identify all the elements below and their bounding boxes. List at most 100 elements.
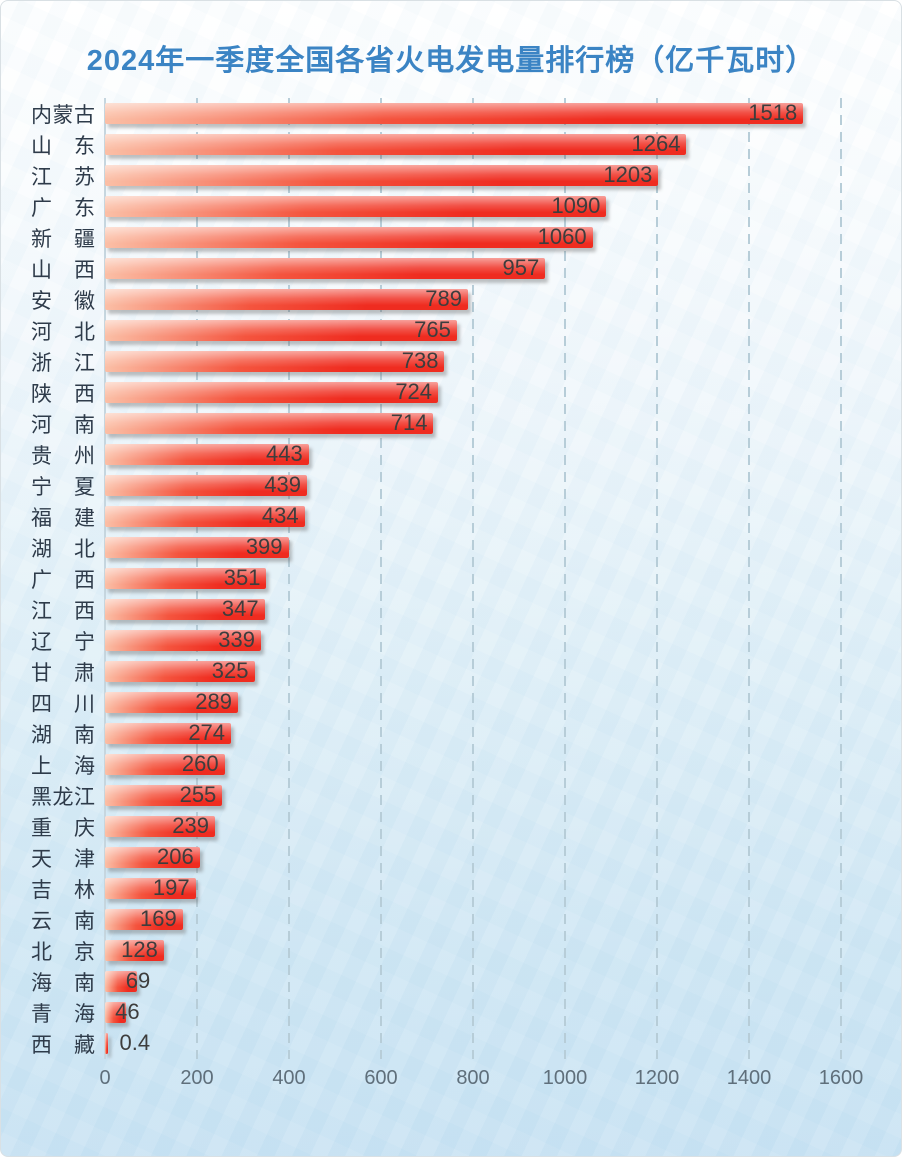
category-label: 湖北 xyxy=(31,537,95,561)
bar xyxy=(105,165,659,186)
gridline xyxy=(380,98,382,1059)
bar-row: 河北 765 xyxy=(1,315,901,346)
bar xyxy=(105,878,196,899)
value-label: 434 xyxy=(261,503,299,529)
value-label: 1518 xyxy=(748,100,798,126)
category-label: 江苏 xyxy=(31,165,95,189)
category-label: 黑龙江 xyxy=(31,785,95,809)
value-label: 46 xyxy=(115,999,140,1025)
value-label: 351 xyxy=(223,565,261,591)
value-label: 197 xyxy=(152,875,190,901)
value-label: 1264 xyxy=(631,131,681,157)
bar xyxy=(105,196,607,217)
bar-track: 274 xyxy=(105,720,901,745)
category-label: 上海 xyxy=(31,754,95,778)
gridline xyxy=(748,98,750,1059)
category-label: 内蒙古 xyxy=(31,103,95,127)
bar xyxy=(105,382,439,403)
bar-row: 青海 46 xyxy=(1,997,901,1028)
category-label: 贵州 xyxy=(31,444,95,468)
x-tick-label: 200 xyxy=(180,1067,214,1089)
value-label: 724 xyxy=(395,379,433,405)
bar-row: 广东 1090 xyxy=(1,191,901,222)
bar-track: 339 xyxy=(105,627,901,653)
category-label: 甘肃 xyxy=(31,661,95,685)
bar-track: 1264 xyxy=(105,131,901,157)
x-tick-label: 800 xyxy=(456,1067,490,1089)
bar xyxy=(105,1033,108,1054)
value-label: 765 xyxy=(414,317,451,343)
chart-rows: 内蒙古 1518 山东 1264 江苏 1203 广东 1090 新疆 1060 山西 957 安徽 78… xyxy=(1,98,901,1059)
bar xyxy=(105,475,307,496)
category-label: 河南 xyxy=(31,413,95,437)
bar-track: 260 xyxy=(105,751,901,776)
bar xyxy=(105,630,261,651)
category-label: 山东 xyxy=(31,134,95,158)
chart-title: 2024年一季度全国各省火电发电量排行榜（亿千瓦时） xyxy=(86,45,816,77)
value-label: 738 xyxy=(401,348,439,374)
bar xyxy=(105,785,223,806)
bar xyxy=(105,289,468,310)
bar-track: 1090 xyxy=(105,193,901,218)
value-label: 255 xyxy=(179,782,217,808)
value-label: 289 xyxy=(195,689,232,715)
bar-row: 安徽 789 xyxy=(1,284,901,315)
bar-row: 西藏 0.4 xyxy=(1,1028,901,1059)
bar-track: 325 xyxy=(105,658,901,684)
bar-track: 128 xyxy=(105,937,901,963)
bar-track: 443 xyxy=(105,441,901,466)
bar-track: 197 xyxy=(105,875,901,901)
value-label: 339 xyxy=(218,627,255,653)
bar-row: 河南 714 xyxy=(1,408,901,439)
bar-chart: 内蒙古 1518 山东 1264 江苏 1203 广东 1090 新疆 1060 山西 957 安徽 78… xyxy=(1,98,901,1059)
value-label: 0.4 xyxy=(119,1030,151,1056)
bar-row: 甘肃 325 xyxy=(1,656,901,687)
category-label: 北京 xyxy=(31,940,95,964)
value-label: 239 xyxy=(172,813,209,839)
category-label: 四川 xyxy=(31,692,95,716)
bar xyxy=(105,723,232,744)
gridline xyxy=(656,98,658,1059)
value-label: 325 xyxy=(211,658,249,684)
value-label: 439 xyxy=(264,472,301,498)
value-label: 957 xyxy=(502,255,540,281)
bar-row: 山西 957 xyxy=(1,253,901,284)
bar-row: 内蒙古 1518 xyxy=(1,98,901,129)
bar-track: 714 xyxy=(105,410,901,435)
bar xyxy=(105,940,164,961)
value-label: 347 xyxy=(221,596,259,622)
bar-row: 浙江 738 xyxy=(1,346,901,377)
bar xyxy=(105,847,200,868)
bar-row: 江苏 1203 xyxy=(1,160,901,191)
bar xyxy=(105,816,215,837)
value-label: 206 xyxy=(157,844,194,870)
value-label: 69 xyxy=(125,968,151,994)
bar-track: 169 xyxy=(105,906,901,931)
bar-track: 724 xyxy=(105,379,901,405)
bar-track: 957 xyxy=(105,255,901,281)
bar-track: 399 xyxy=(105,534,901,559)
bar xyxy=(105,909,183,930)
bar-row: 江西 347 xyxy=(1,594,901,625)
bar-row: 重庆 239 xyxy=(1,811,901,842)
bar-row: 黑龙江 255 xyxy=(1,780,901,811)
value-label: 128 xyxy=(121,937,158,963)
x-tick-label: 400 xyxy=(272,1067,306,1089)
bar-row: 新疆 1060 xyxy=(1,222,901,253)
bar-row: 天津 206 xyxy=(1,842,901,873)
category-label: 宁夏 xyxy=(31,475,95,499)
x-axis: 0 200 400 600 800 1000 1200 1400 1600 xyxy=(1,1067,901,1093)
category-label: 重庆 xyxy=(31,816,95,840)
bar xyxy=(105,568,267,589)
bar-row: 海南 69 xyxy=(1,966,901,997)
value-label: 1203 xyxy=(603,162,653,188)
value-label: 789 xyxy=(425,286,462,312)
bar-row: 辽宁 339 xyxy=(1,625,901,656)
bar xyxy=(105,444,309,465)
category-label: 浙江 xyxy=(31,351,95,375)
bar xyxy=(105,506,305,527)
gridline xyxy=(564,98,566,1059)
bar-row: 宁夏 439 xyxy=(1,470,901,501)
x-tick-label: 600 xyxy=(364,1067,398,1089)
